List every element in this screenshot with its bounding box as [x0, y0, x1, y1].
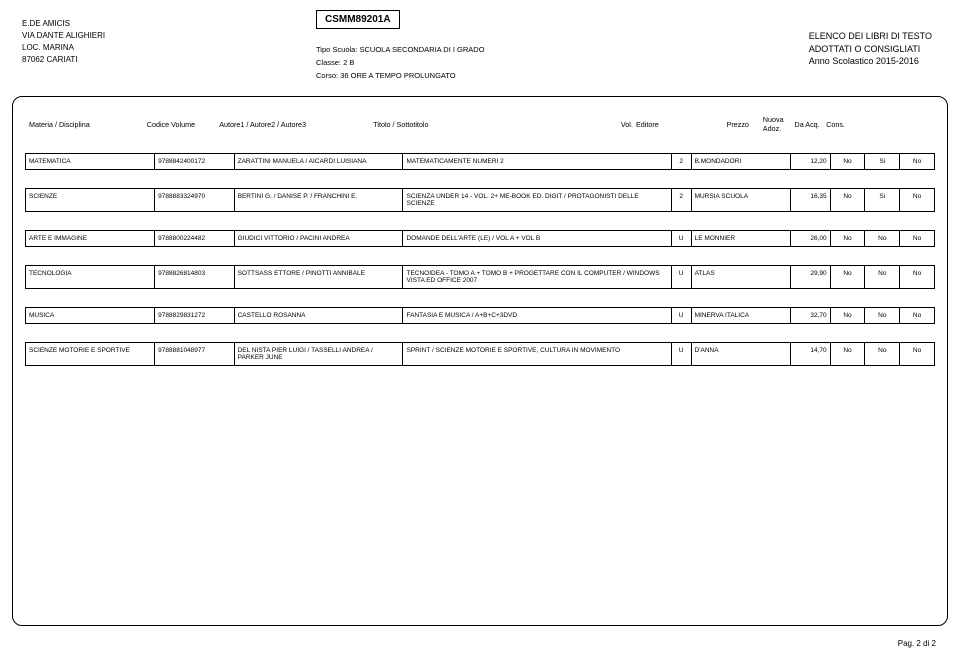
page-number: Pag. 2 di 2: [898, 639, 936, 648]
cell-cons: No: [900, 189, 935, 212]
classe-label: Classe:: [316, 58, 341, 67]
cell-code: 9788800224482: [155, 231, 234, 247]
cell-vol: U: [671, 343, 691, 366]
cell-editore: D'ANNA: [691, 343, 790, 366]
cell-prezzo: 16,35: [790, 189, 830, 212]
cell-titolo: FANTASIA E MUSICA / A+B+C+3DVD: [403, 308, 671, 324]
cell-code: 9788883324970: [155, 189, 234, 212]
cell-titolo: TECNOIDEA - TOMO A + TOMO B + PROGETTARE…: [403, 266, 671, 289]
cell-editore: ATLAS: [691, 266, 790, 289]
school-addr3: 87062 CARIATI: [22, 54, 105, 66]
book-row: ARTE E IMMAGINE9788800224482GIUDICI VITT…: [25, 230, 935, 247]
cell-editore: MINERVA ITALICA: [691, 308, 790, 324]
cell-autore: DEL NISTA PIER LUIGI / TASSELLI ANDREA /…: [234, 343, 403, 366]
cell-da: Si: [865, 154, 900, 170]
cell-titolo: SPRINT / SCIENZE MOTORIE E SPORTIVE, CUL…: [403, 343, 671, 366]
hdr-codice: Codice Volume: [147, 120, 219, 129]
cell-da: No: [865, 231, 900, 247]
cell-editore: LE MONNIER: [691, 231, 790, 247]
book-row: MATEMATICA9788842400172ZARATTINI MANUELA…: [25, 153, 935, 170]
header-center: Tipo Scuola: SCUOLA SECONDARIA DI I GRAD…: [316, 44, 485, 82]
cell-nuova: No: [830, 189, 865, 212]
tipo-value: SCUOLA SECONDARIA DI I GRADO: [360, 45, 485, 54]
tables-container: MATEMATICA9788842400172ZARATTINI MANUELA…: [25, 153, 935, 366]
right-line2: ADOTTATI O CONSIGLIATI: [809, 43, 932, 56]
cell-autore: SOTTSASS ETTORE / PINOTTI ANNIBALE: [234, 266, 403, 289]
cell-prezzo: 26,00: [790, 231, 830, 247]
cell-titolo: DOMANDE DELL'ARTE (LE) / VOL A + VOL B: [403, 231, 671, 247]
cell-cons: No: [900, 266, 935, 289]
cell-materia: ARTE E IMMAGINE: [26, 231, 155, 247]
cell-da: Si: [865, 189, 900, 212]
tipo-label: Tipo Scuola:: [316, 45, 357, 54]
cell-titolo: SCIENZA UNDER 14 - VOL. 2+ ME-BOOK ED. D…: [403, 189, 671, 212]
cell-vol: 2: [671, 189, 691, 212]
cell-prezzo: 12,20: [790, 154, 830, 170]
cell-code: 9788826814803: [155, 266, 234, 289]
column-headers: Materia / Disciplina Codice Volume Autor…: [25, 115, 935, 133]
cell-autore: ZARATTINI MANUELA / AICARDI LUISIANA: [234, 154, 403, 170]
cell-materia: SCIENZE: [26, 189, 155, 212]
book-row: SCIENZE9788883324970BERTINI G. / DANISE …: [25, 188, 935, 212]
cell-code: 9788881048977: [155, 343, 234, 366]
hdr-cons: Cons.: [826, 120, 858, 129]
cell-materia: SCIENZE MOTORIE E SPORTIVE: [26, 343, 155, 366]
cell-vol: U: [671, 231, 691, 247]
cell-materia: TECNOLOGIA: [26, 266, 155, 289]
cell-cons: No: [900, 343, 935, 366]
cell-cons: No: [900, 154, 935, 170]
cell-nuova: No: [830, 308, 865, 324]
cell-nuova: No: [830, 343, 865, 366]
corso-value: 36 ORE A TEMPO PROLUNGATO: [340, 71, 455, 80]
cell-cons: No: [900, 308, 935, 324]
classe-value: 2 B: [343, 58, 354, 67]
school-addr2: LOC. MARINA: [22, 42, 105, 54]
school-addr1: VIA DANTE ALIGHIERI: [22, 30, 105, 42]
cell-autore: BERTINI G. / DANISE P. / FRANCHINI E.: [234, 189, 403, 212]
cell-code: 9788842400172: [155, 154, 234, 170]
cell-nuova: No: [830, 154, 865, 170]
cell-cons: No: [900, 231, 935, 247]
hdr-autore: Autore1 / Autore2 / Autore3: [219, 120, 373, 129]
cell-vol: U: [671, 308, 691, 324]
cell-da: No: [865, 266, 900, 289]
hdr-vol: Vol.: [618, 120, 636, 129]
cell-vol: U: [671, 266, 691, 289]
cell-editore: B.MONDADORI: [691, 154, 790, 170]
cell-editore: MURSIA SCUOLA: [691, 189, 790, 212]
school-code-box: CSMM89201A: [316, 10, 400, 29]
hdr-materia: Materia / Disciplina: [29, 120, 147, 129]
right-line1: ELENCO DEI LIBRI DI TESTO: [809, 30, 932, 43]
hdr-da: Da Acq.: [795, 120, 827, 129]
cell-da: No: [865, 308, 900, 324]
cell-prezzo: 29,90: [790, 266, 830, 289]
book-row: MUSICA9788829831272CASTELLO ROSANNAFANTA…: [25, 307, 935, 324]
hdr-titolo: Titolo / Sottotitolo: [373, 120, 618, 129]
cell-prezzo: 14,70: [790, 343, 830, 366]
cell-nuova: No: [830, 231, 865, 247]
book-row: SCIENZE MOTORIE E SPORTIVE9788881048977D…: [25, 342, 935, 366]
header-right: ELENCO DEI LIBRI DI TESTO ADOTTATI O CON…: [809, 30, 932, 68]
cell-materia: MATEMATICA: [26, 154, 155, 170]
cell-da: No: [865, 343, 900, 366]
right-line3: Anno Scolastico 2015-2016: [809, 55, 932, 68]
cell-autore: CASTELLO ROSANNA: [234, 308, 403, 324]
book-row: TECNOLOGIA9788826814803SOTTSASS ETTORE /…: [25, 265, 935, 289]
hdr-prezzo: Prezzo: [727, 120, 763, 129]
cell-nuova: No: [830, 266, 865, 289]
content-frame: Materia / Disciplina Codice Volume Autor…: [12, 96, 948, 626]
hdr-editore: Editore: [636, 120, 727, 129]
school-name: E.DE AMICIS: [22, 18, 105, 30]
cell-autore: GIUDICI VITTORIO / PACINI ANDREA: [234, 231, 403, 247]
school-info: E.DE AMICIS VIA DANTE ALIGHIERI LOC. MAR…: [22, 18, 105, 66]
cell-code: 9788829831272: [155, 308, 234, 324]
cell-vol: 2: [671, 154, 691, 170]
cell-prezzo: 32,70: [790, 308, 830, 324]
hdr-nuova: Nuova Adoz.: [763, 115, 795, 133]
school-code: CSMM89201A: [325, 14, 391, 25]
cell-titolo: MATEMATICAMENTE NUMERI 2: [403, 154, 671, 170]
corso-label: Corso:: [316, 71, 338, 80]
cell-materia: MUSICA: [26, 308, 155, 324]
